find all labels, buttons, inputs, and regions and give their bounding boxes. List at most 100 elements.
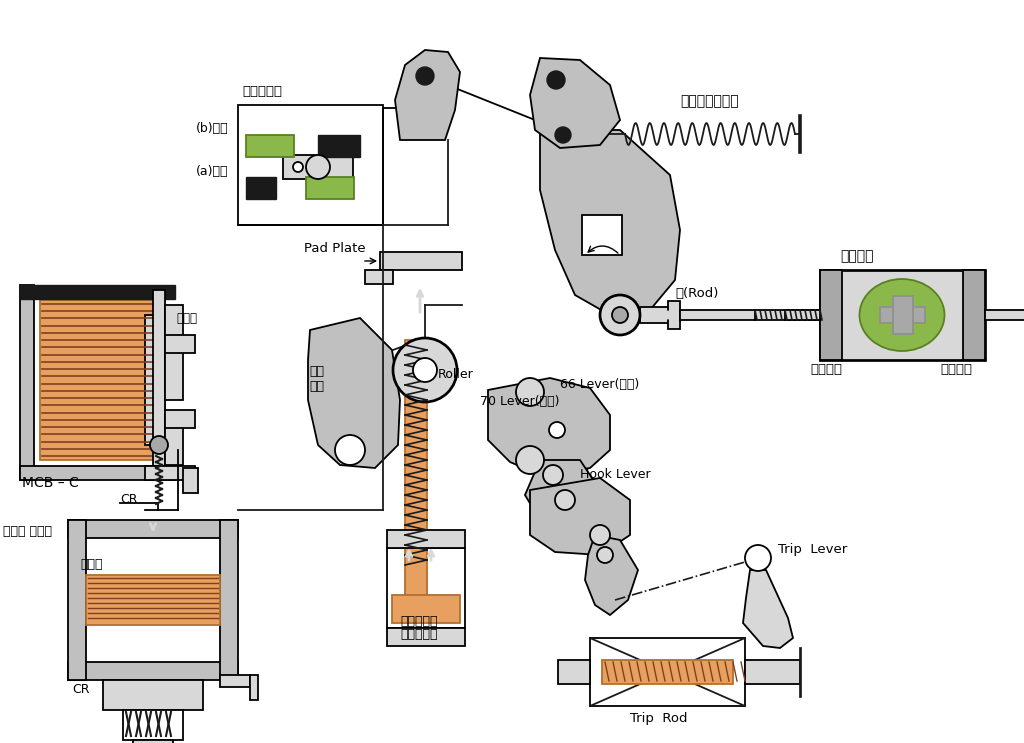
Bar [165, 410, 195, 428]
Bar [220, 520, 238, 680]
Bar [680, 310, 755, 320]
Polygon shape [308, 318, 400, 468]
Bar [103, 680, 203, 710]
Bar [893, 296, 913, 334]
Circle shape [416, 67, 434, 85]
Bar [387, 530, 465, 548]
Text: 70 Lever(투입): 70 Lever(투입) [480, 395, 559, 408]
Bar [406, 340, 427, 600]
Bar [220, 675, 250, 687]
Circle shape [555, 127, 571, 143]
Bar [153, 290, 165, 466]
Bar [238, 105, 383, 225]
Circle shape [612, 307, 628, 323]
Text: (b)접점: (b)접점 [196, 122, 228, 135]
Circle shape [543, 465, 563, 485]
Text: 진공밸브: 진공밸브 [840, 249, 873, 263]
Bar [785, 310, 820, 320]
Text: Roller: Roller [438, 368, 474, 381]
Text: CR: CR [120, 493, 137, 506]
Bar [318, 135, 360, 157]
Bar [306, 177, 354, 199]
Circle shape [555, 490, 575, 510]
Circle shape [547, 71, 565, 89]
Bar [250, 675, 258, 700]
Bar [68, 662, 238, 680]
Bar [392, 595, 460, 623]
Circle shape [549, 422, 565, 438]
Polygon shape [395, 50, 460, 140]
Bar [86, 575, 220, 625]
Bar [602, 660, 733, 684]
Bar [68, 520, 238, 538]
Bar [20, 285, 34, 480]
Polygon shape [743, 570, 793, 648]
Circle shape [516, 378, 544, 406]
Bar [582, 215, 622, 255]
Bar [246, 177, 276, 199]
Bar [963, 270, 985, 360]
Circle shape [745, 545, 771, 571]
Bar [387, 628, 465, 646]
Bar [145, 466, 195, 480]
Text: 가동전궹: 가동전궹 [810, 363, 842, 376]
Bar [985, 310, 1024, 320]
Polygon shape [585, 535, 638, 615]
Bar [20, 466, 175, 480]
Bar [145, 315, 165, 445]
Bar [880, 307, 925, 323]
Bar [246, 135, 294, 157]
Ellipse shape [859, 279, 944, 351]
Circle shape [306, 155, 330, 179]
Circle shape [600, 295, 640, 335]
Bar [68, 520, 86, 680]
Text: 신속차단스프링: 신속차단스프링 [680, 94, 738, 108]
Text: (a)접점: (a)접점 [196, 165, 228, 178]
Bar [668, 301, 680, 329]
Bar [165, 425, 183, 465]
Text: Trip  Lever: Trip Lever [778, 543, 847, 556]
Circle shape [590, 525, 610, 545]
Bar [387, 548, 465, 628]
Bar [165, 335, 195, 353]
Text: 봉(Rod): 봉(Rod) [675, 287, 719, 300]
Circle shape [150, 436, 168, 454]
Text: 배기구: 배기구 [80, 558, 102, 571]
Text: 작용피스톤: 작용피스톤 [400, 615, 437, 628]
Text: CR: CR [72, 683, 89, 696]
Circle shape [393, 338, 457, 402]
Bar [590, 638, 745, 706]
Bar [745, 660, 800, 684]
Text: Hook Lever: Hook Lever [580, 468, 650, 481]
Text: Pad Plate: Pad Plate [304, 242, 366, 255]
Bar [820, 270, 842, 360]
Text: 고정전궹: 고정전궹 [940, 363, 972, 376]
Bar [123, 710, 183, 740]
Bar [365, 270, 393, 284]
Circle shape [293, 162, 303, 172]
Polygon shape [283, 155, 353, 179]
Bar [640, 307, 670, 323]
Text: 66 Lever(차단): 66 Lever(차단) [560, 378, 639, 391]
Text: 보조스위치: 보조스위치 [242, 85, 282, 98]
Text: 지지
레버: 지지 레버 [309, 365, 325, 393]
Bar [165, 305, 183, 400]
Bar [183, 468, 198, 493]
Polygon shape [530, 478, 630, 555]
Text: Trip  Rod: Trip Rod [630, 712, 687, 725]
Polygon shape [488, 378, 610, 475]
Circle shape [335, 435, 365, 465]
Bar [820, 270, 985, 360]
Bar [40, 300, 165, 460]
Text: 작용실린더: 작용실린더 [400, 628, 437, 641]
Bar [20, 285, 175, 299]
Polygon shape [530, 58, 620, 148]
Text: 증폭변 피스톤: 증폭변 피스톤 [3, 525, 52, 538]
Bar [133, 740, 173, 743]
Bar [380, 252, 462, 270]
Text: 배기구: 배기구 [176, 312, 197, 325]
Text: MCB – C: MCB – C [22, 476, 79, 490]
Polygon shape [525, 460, 600, 535]
Bar [755, 310, 825, 320]
Circle shape [597, 547, 613, 563]
